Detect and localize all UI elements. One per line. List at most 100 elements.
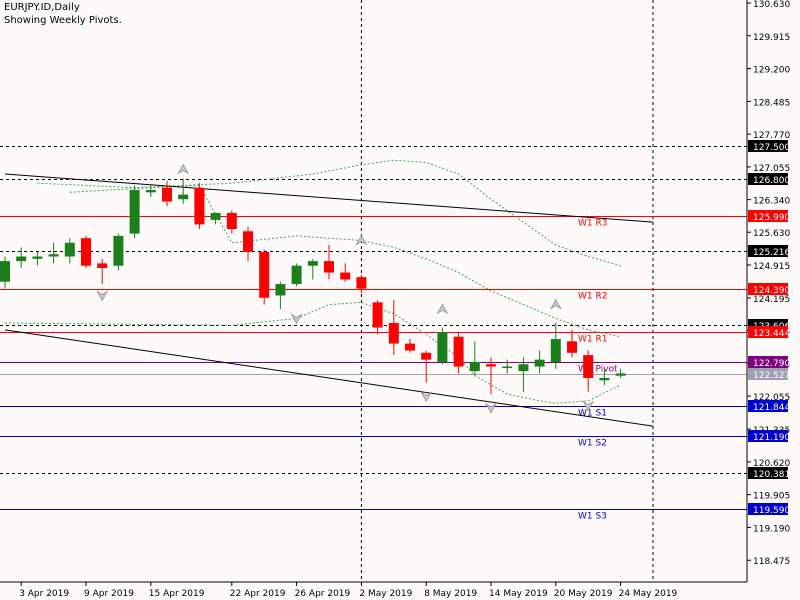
candle[interactable] bbox=[421, 350, 432, 383]
pivot-level-badge-label: 121.844 bbox=[753, 403, 790, 413]
pivot-level-badge bbox=[748, 326, 788, 338]
candle[interactable] bbox=[145, 185, 156, 197]
price-tick-label: 128.485 bbox=[753, 98, 790, 108]
fractal-down-icon bbox=[485, 402, 497, 414]
candle-body bbox=[194, 187, 205, 225]
time-tick-label: 9 Apr 2019 bbox=[84, 589, 134, 599]
candle[interactable] bbox=[275, 281, 286, 310]
horizontal-level-badge-label: 125.216 bbox=[753, 248, 790, 258]
candle[interactable] bbox=[291, 263, 302, 287]
candle[interactable] bbox=[64, 238, 75, 264]
time-tick-label: 3 Apr 2019 bbox=[19, 589, 69, 599]
time-tick-label: 20 May 2019 bbox=[554, 589, 613, 599]
price-tick-label: 119.905 bbox=[753, 492, 790, 502]
candle-body bbox=[388, 322, 399, 344]
candle[interactable] bbox=[162, 180, 172, 207]
candle[interactable] bbox=[534, 350, 545, 374]
fractal-down-icon bbox=[290, 313, 303, 325]
price-tick-label: 127.770 bbox=[753, 131, 790, 141]
candle[interactable] bbox=[113, 233, 124, 271]
price-tick-label: 122.055 bbox=[753, 393, 790, 403]
fractal-up-icon bbox=[436, 303, 449, 315]
candle[interactable] bbox=[178, 178, 189, 204]
fractal-down-icon bbox=[582, 400, 595, 412]
candle-body bbox=[97, 263, 108, 268]
candle[interactable] bbox=[129, 185, 140, 239]
candles[interactable] bbox=[0, 178, 626, 395]
candle[interactable] bbox=[16, 247, 27, 268]
fractal-up-icon bbox=[355, 234, 368, 246]
price-axis: 130.630 129.915 129.200 128.485 127.770 127.0… bbox=[0, 0, 790, 583]
candle[interactable] bbox=[210, 212, 221, 225]
pivot-level-badge bbox=[748, 210, 788, 222]
time-tick-label: 8 May 2019 bbox=[424, 589, 477, 599]
pivot-level-badge bbox=[748, 430, 788, 442]
candle[interactable] bbox=[340, 263, 351, 282]
candle-body bbox=[599, 377, 610, 381]
chart-title: EURJPY.ID,Daily bbox=[4, 2, 80, 13]
candle[interactable] bbox=[226, 210, 237, 234]
pivot-level-badge bbox=[748, 356, 788, 368]
candle-body bbox=[145, 190, 156, 193]
candle-body bbox=[469, 361, 480, 372]
candle-body bbox=[307, 261, 318, 266]
pivot-level-badge-label: 119.590 bbox=[753, 506, 790, 516]
candle-body bbox=[356, 277, 367, 289]
pivot-level-badge bbox=[748, 503, 788, 515]
price-tick-label: 130.630 bbox=[753, 0, 790, 10]
candle-body bbox=[453, 336, 464, 367]
candle-body bbox=[421, 352, 432, 360]
candle[interactable] bbox=[486, 357, 496, 395]
candle-body bbox=[405, 343, 415, 351]
pivot-label: W1 S3 bbox=[578, 512, 607, 522]
candle[interactable] bbox=[48, 242, 59, 264]
candle[interactable] bbox=[372, 300, 383, 335]
candle[interactable] bbox=[81, 235, 91, 268]
candle[interactable] bbox=[437, 327, 448, 365]
candle[interactable] bbox=[388, 300, 399, 356]
candle[interactable] bbox=[324, 245, 334, 280]
candle-body bbox=[518, 364, 529, 372]
candle[interactable] bbox=[550, 322, 561, 369]
candle[interactable] bbox=[97, 258, 108, 285]
candle[interactable] bbox=[567, 329, 577, 358]
candle-body bbox=[291, 265, 302, 285]
candle[interactable] bbox=[583, 350, 594, 392]
candle[interactable] bbox=[0, 256, 10, 289]
price-tick-label: 124.195 bbox=[753, 295, 790, 305]
pivot-level-badge bbox=[748, 283, 788, 295]
current-price-badge bbox=[748, 368, 788, 380]
candle-body bbox=[32, 256, 43, 259]
candle[interactable] bbox=[405, 339, 415, 353]
current-price-badge-label: 122.527 bbox=[753, 371, 790, 381]
trendline bbox=[4, 329, 654, 427]
price-tick-label: 124.915 bbox=[753, 262, 790, 272]
pivot-label: W1 S1 bbox=[578, 409, 607, 419]
candle-body bbox=[226, 212, 237, 230]
candle-body bbox=[534, 359, 545, 367]
candle[interactable] bbox=[356, 274, 367, 294]
candle[interactable] bbox=[307, 258, 318, 280]
price-tick-label: 118.475 bbox=[753, 557, 790, 567]
candle[interactable] bbox=[194, 183, 205, 230]
candle[interactable] bbox=[518, 357, 529, 392]
fractal-down-icon bbox=[96, 290, 109, 302]
horizontal-level-badge bbox=[748, 467, 788, 479]
price-tick-label: 129.200 bbox=[753, 66, 790, 76]
candle[interactable] bbox=[243, 226, 253, 262]
candle[interactable] bbox=[615, 368, 626, 378]
candle[interactable] bbox=[599, 368, 610, 385]
candle[interactable] bbox=[502, 359, 513, 374]
candle[interactable] bbox=[469, 341, 480, 376]
time-tick-label: 22 Apr 2019 bbox=[230, 589, 286, 599]
candle[interactable] bbox=[259, 249, 270, 305]
candle[interactable] bbox=[453, 332, 464, 374]
pivot-level-badge-label: 123.444 bbox=[753, 329, 790, 339]
time-tick-label: 14 May 2019 bbox=[489, 589, 548, 599]
candle-body bbox=[567, 341, 577, 353]
candle[interactable] bbox=[32, 251, 43, 266]
candle-body bbox=[210, 212, 221, 220]
pivot-levels: W1 R3 W1 R2 W1 R1 W1 Pivot W1 S1 W1 S2 W1 S3 bbox=[0, 216, 747, 522]
